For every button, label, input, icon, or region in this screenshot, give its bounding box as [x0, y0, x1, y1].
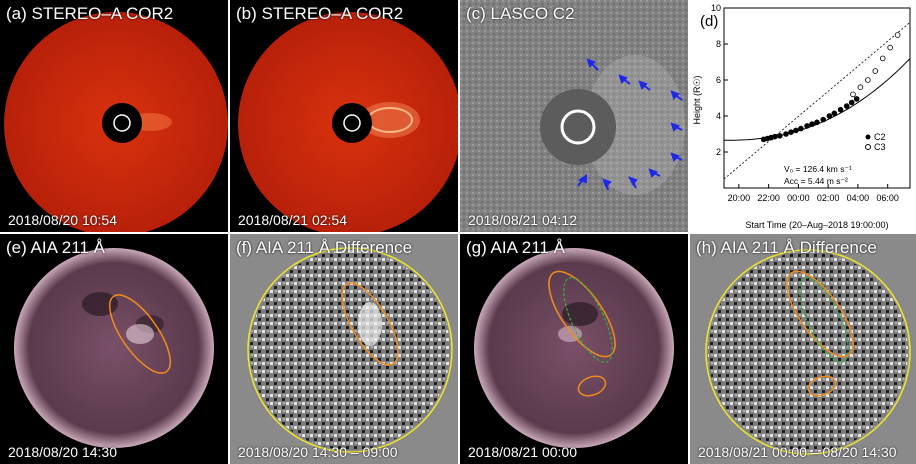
x-tick-label: 02:00	[817, 193, 840, 203]
y-axis-label: Height (R☉)	[692, 75, 702, 124]
orange-ellipse	[786, 270, 854, 358]
cor2-b-image	[238, 12, 458, 232]
panel-label: (b) STEREO–A COR2	[236, 4, 404, 23]
panel-timestamp: 2018/08/20 10:54	[8, 212, 117, 228]
c2-point	[826, 113, 833, 119]
orange-ellipse	[109, 294, 171, 374]
panel-height-time-plot: (d) Height (R☉) Start Time (20–Aug–2018 …	[692, 0, 916, 232]
panel-aia-e: (e) AIA 211 Å 2018/08/20 14:30	[0, 234, 228, 464]
legend: C2 C3	[865, 132, 886, 152]
y-tick-label: 4	[716, 111, 721, 121]
panel-timestamp: 2018/08/20 14:30	[8, 444, 117, 460]
c3-point	[894, 32, 901, 38]
x-tick-label: 04:00	[847, 193, 870, 203]
y-tick-label: 10	[711, 3, 721, 13]
solar-disk	[14, 248, 214, 448]
c3-point	[865, 77, 871, 83]
cor2-a-image	[4, 12, 228, 232]
panel-timestamp: 2018/08/21 00:00 – 08/20 14:30	[698, 444, 897, 460]
panel-timestamp: 2018/08/21 00:00	[468, 444, 577, 460]
c2-point	[831, 110, 838, 117]
difference-disk	[708, 252, 908, 452]
x-tick-label: 22:00	[757, 193, 780, 203]
panel-label: (c) LASCO C2	[466, 4, 575, 23]
panel-cor2-a: (a) STEREO–A COR2 2018/08/20 10:54	[0, 0, 228, 232]
orange-ellipse-small	[577, 375, 607, 397]
x-tick-label: 00:00	[787, 193, 810, 203]
legend-c2: C2	[874, 132, 886, 142]
legend-c3-marker	[865, 144, 871, 150]
c2-point	[843, 103, 850, 109]
cme-front	[585, 55, 685, 195]
c2-point	[783, 131, 789, 137]
velocity-text: V₀ = 126.4 km s⁻¹	[784, 164, 852, 174]
c2-point	[853, 96, 860, 102]
panel-timestamp: 2018/08/20 14:30 – 09:00	[238, 444, 398, 460]
c3-point	[857, 84, 864, 90]
c2-point	[798, 125, 804, 132]
plot-label: (d)	[700, 13, 718, 30]
green-ellipse	[799, 277, 849, 363]
panel-label: (e) AIA 211 Å	[6, 238, 105, 257]
aia-diff-h-image	[690, 234, 916, 464]
y-tick-label: 6	[716, 75, 721, 85]
aia-diff-f-image	[230, 234, 458, 464]
y-tick-label: 8	[716, 39, 721, 49]
difference-disk	[250, 250, 450, 450]
panel-timestamp: 2018/08/21 02:54	[238, 212, 347, 228]
panel-timestamp: 2018/08/21 04:12	[468, 212, 577, 228]
c3-point	[850, 91, 856, 98]
c3-point	[887, 44, 893, 51]
x-axis-label: Start Time (20–Aug–2018 19:00:00)	[745, 220, 888, 230]
orange-ellipse	[548, 270, 616, 358]
c2-point	[793, 127, 799, 134]
x-tick-label: 20:00	[728, 193, 751, 203]
yellow-limb	[247, 247, 453, 453]
height-time-chart: (d) Height (R☉) Start Time (20–Aug–2018 …	[692, 3, 911, 230]
panel-label: (a) STEREO–A COR2	[6, 4, 174, 23]
green-ellipse	[563, 277, 613, 363]
c3-point	[872, 68, 879, 74]
panel-label: (h) AIA 211 Å Difference	[696, 238, 877, 257]
solar-limb-circle	[560, 109, 596, 145]
c2-point	[848, 99, 855, 106]
lasco-c2-image	[460, 0, 688, 232]
c2-point	[809, 121, 815, 127]
panel-aia-diff-h: (h) AIA 211 Å Difference 2018/08/21 00:0…	[690, 234, 916, 464]
occulter-disk	[102, 103, 142, 143]
solar-limb-circle	[343, 114, 361, 132]
plot-frame	[723, 7, 911, 189]
aia-g-image	[474, 248, 674, 448]
orange-ellipse-small	[807, 375, 837, 397]
occulter-disk	[332, 103, 372, 143]
y-tick-label: 2	[716, 147, 721, 157]
solar-disk	[474, 248, 674, 448]
c2-point	[772, 133, 778, 140]
occulter-disk	[540, 89, 616, 165]
linear-fit-line	[723, 22, 911, 180]
legend-c3: C3	[874, 142, 886, 152]
yellow-limb	[705, 249, 911, 455]
aia-e-image	[14, 248, 214, 448]
panel-aia-g: (g) AIA 211 Å 2018/08/21 00:00	[460, 234, 688, 464]
arrow-markers	[577, 58, 683, 191]
panel-lasco-c2: (c) LASCO C2 2018/08/21 04:12	[460, 0, 688, 232]
c2-point	[788, 129, 794, 136]
panel-aia-diff-f: (f) AIA 211 Å Difference 2018/08/20 14:3…	[230, 234, 458, 464]
c2-point	[820, 116, 827, 123]
legend-c2-marker	[865, 134, 871, 140]
c2-point	[814, 119, 820, 126]
panel-label: (f) AIA 211 Å Difference	[236, 238, 413, 257]
c2-point	[804, 123, 810, 129]
orange-ellipse	[341, 282, 399, 366]
panel-label: (g) AIA 211 Å	[466, 238, 565, 257]
x-tick-label: 06:00	[876, 193, 899, 203]
c2-point	[837, 106, 844, 113]
panel-cor2-b: (b) STEREO–A COR2 2018/08/21 02:54	[230, 0, 458, 232]
solar-limb-circle	[113, 114, 131, 132]
c3-point	[879, 55, 886, 62]
acceleration-text: Acc = 5.44 m s⁻²	[784, 176, 848, 186]
c2-point	[777, 133, 783, 139]
